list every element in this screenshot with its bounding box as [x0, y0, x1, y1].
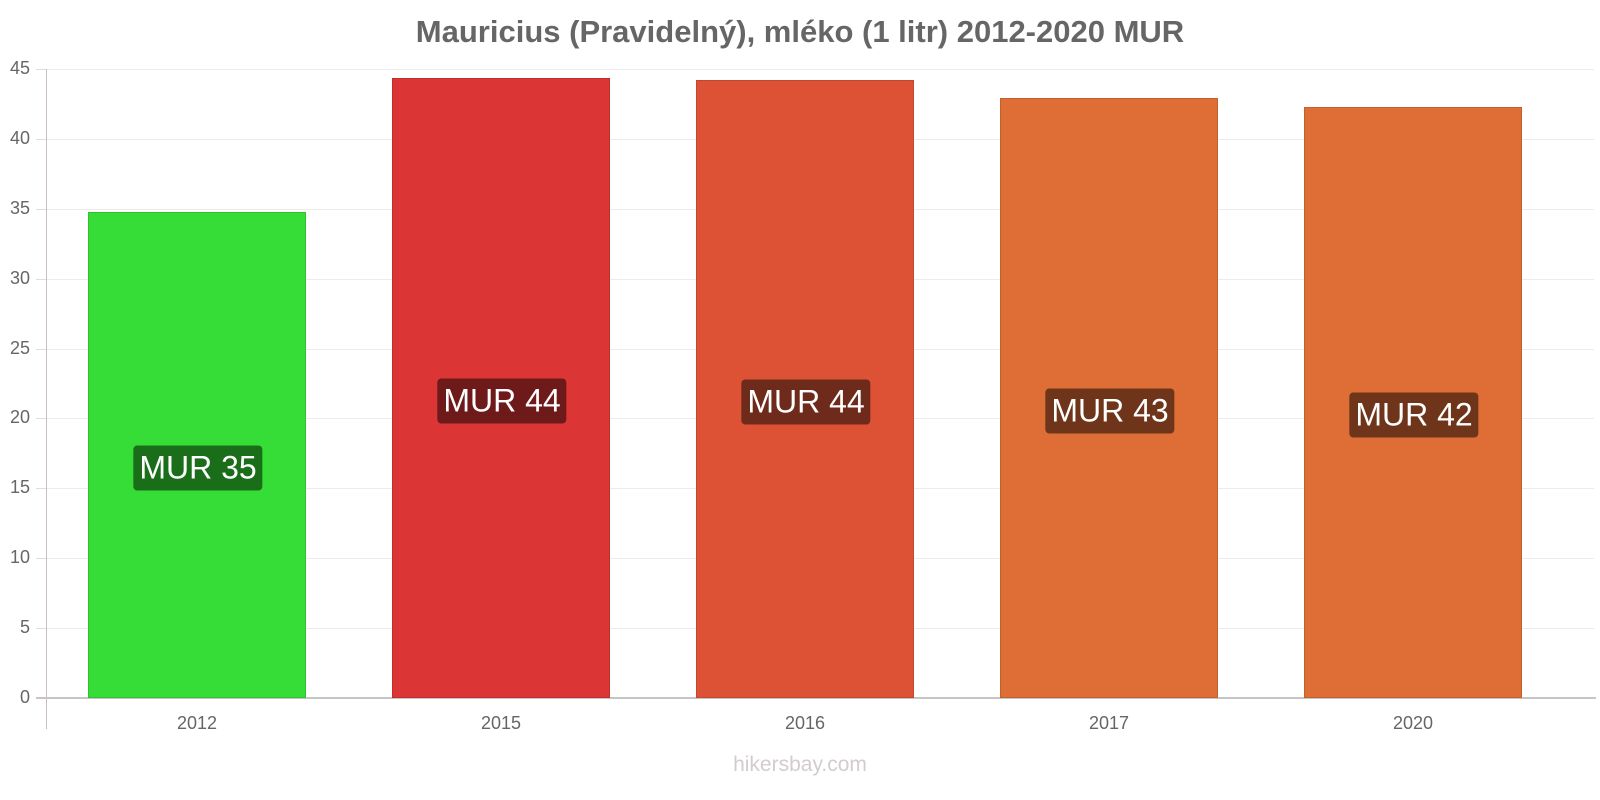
y-tick-mark [36, 418, 46, 420]
x-tick-label: 2015 [480, 713, 522, 733]
x-tick-label: 2020 [1392, 713, 1434, 733]
y-tick-mark [36, 278, 46, 280]
gridline [46, 69, 1594, 70]
y-tick-mark [36, 348, 46, 350]
chart-title: Mauricius (Pravidelný), mléko (1 litr) 2… [415, 14, 1185, 49]
y-tick-mark [36, 558, 46, 560]
y-tick-mark [36, 69, 46, 70]
y-tick-mark [36, 488, 46, 490]
watermark: hikersbay.com [733, 753, 867, 776]
y-tick-label: 15 [9, 477, 30, 498]
x-axis-line [36, 697, 1596, 699]
x-tick-label: 2017 [1088, 713, 1130, 733]
y-tick-label: 5 [19, 617, 30, 638]
y-tick-label: 35 [9, 197, 30, 218]
y-tick-mark [36, 628, 46, 630]
y-tick-label: 40 [9, 127, 30, 148]
y-tick-mark [36, 208, 46, 210]
y-axis-line [46, 69, 47, 729]
y-tick-mark [36, 138, 46, 140]
data-label: MUR 35 [133, 445, 263, 491]
y-tick-label: 10 [9, 547, 30, 568]
y-tick-label: 20 [9, 407, 30, 428]
bar-2012[interactable] [88, 211, 306, 698]
data-label: MUR 44 [741, 379, 871, 425]
x-tick-label: 2012 [176, 713, 218, 733]
data-label: MUR 44 [437, 378, 567, 424]
data-label: MUR 42 [1349, 392, 1479, 438]
y-tick-label: 30 [9, 267, 30, 288]
x-tick-label: 2016 [784, 713, 826, 733]
y-tick-label: 25 [9, 337, 30, 358]
y-tick-label: 45 [9, 58, 30, 78]
y-tick-label: 0 [19, 687, 30, 707]
data-label: MUR 43 [1045, 388, 1175, 434]
